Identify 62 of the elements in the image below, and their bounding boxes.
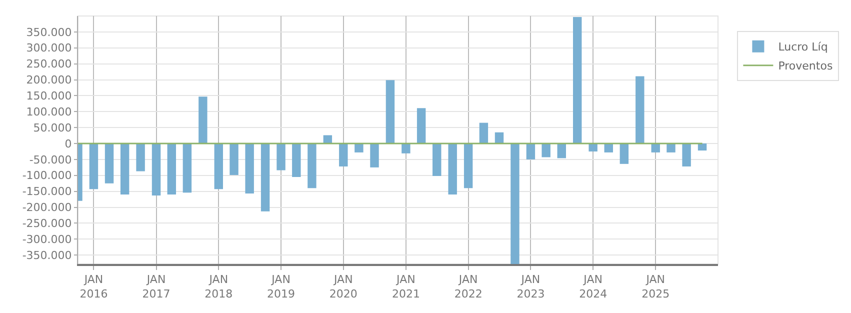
bar xyxy=(276,144,286,170)
bar xyxy=(308,144,316,188)
x-tick-label: JAN 2023 xyxy=(516,273,545,300)
bar xyxy=(292,144,301,177)
y-tick-label: -300.000 xyxy=(22,232,72,246)
y-tick-label: 250.000 xyxy=(26,58,72,71)
bar xyxy=(167,144,176,195)
x-tick-label: JAN 2020 xyxy=(329,273,358,300)
y-tick-label: -200.000 xyxy=(22,201,72,214)
bar xyxy=(698,144,707,151)
bar xyxy=(230,144,238,176)
bar xyxy=(370,144,379,168)
bar xyxy=(494,132,504,144)
bar xyxy=(402,144,410,154)
bar xyxy=(682,144,691,166)
bar xyxy=(620,144,629,164)
x-tick-label: JAN 2019 xyxy=(267,273,296,300)
bar xyxy=(323,135,332,144)
bar xyxy=(432,144,442,176)
bar xyxy=(510,144,520,264)
y-tick-label: -100.000 xyxy=(22,169,72,182)
bar xyxy=(339,144,348,166)
x-tick-label: JAN 2022 xyxy=(454,273,482,300)
bar xyxy=(182,144,192,193)
bar xyxy=(136,144,145,172)
y-tick-label: 0 xyxy=(64,137,72,150)
bar xyxy=(464,144,473,188)
bar xyxy=(104,144,114,184)
x-tick-label: JAN 2025 xyxy=(642,273,670,300)
bar xyxy=(479,122,488,144)
x-tick-label: JAN 2021 xyxy=(392,273,420,300)
y-tick-label: -50.000 xyxy=(29,153,72,166)
x-tick-label: JAN 2017 xyxy=(142,273,170,300)
bar xyxy=(89,144,98,190)
legend-label: Proventos xyxy=(778,60,833,73)
y-tick-label: 350.000 xyxy=(26,26,72,39)
bar xyxy=(260,144,270,212)
bar xyxy=(526,144,536,160)
bar xyxy=(557,144,566,158)
y-tick-label: 50.000 xyxy=(33,121,72,134)
bar xyxy=(214,144,223,190)
bar xyxy=(448,144,457,195)
x-tick-label: JAN 2018 xyxy=(204,273,233,300)
bar xyxy=(416,108,426,144)
y-tick-label: -350.000 xyxy=(22,248,72,262)
y-tick-label: 150.000 xyxy=(26,90,72,103)
y-tick-label: 100.000 xyxy=(26,105,72,118)
y-tick-label: -150.000 xyxy=(22,185,72,198)
bar xyxy=(152,144,161,196)
bar xyxy=(636,76,644,144)
x-tick-label: JAN 2024 xyxy=(579,273,608,300)
x-tick-label: JAN 2016 xyxy=(80,273,108,300)
legend-label: Lucro Líq xyxy=(778,40,828,54)
bar xyxy=(120,144,130,195)
y-tick-label: -250.000 xyxy=(22,217,72,230)
bar xyxy=(386,80,395,144)
bar xyxy=(573,16,582,144)
bar xyxy=(542,144,550,158)
bar xyxy=(245,144,254,194)
bar xyxy=(198,96,208,144)
y-tick-label: 200.000 xyxy=(26,74,72,87)
y-tick-label: 300.000 xyxy=(26,42,72,55)
